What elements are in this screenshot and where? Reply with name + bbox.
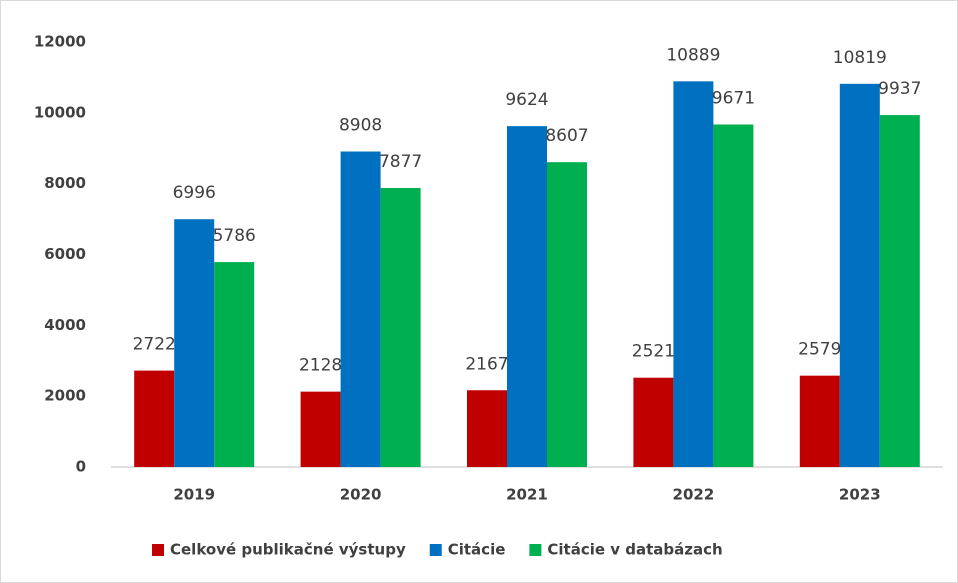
legend-label: Citácie v databázach bbox=[547, 541, 722, 559]
bar bbox=[134, 370, 175, 467]
bar bbox=[547, 162, 587, 467]
bar bbox=[673, 81, 714, 468]
y-tick-label: 4000 bbox=[44, 316, 86, 334]
data-label: 8908 bbox=[339, 116, 382, 136]
data-label: 9671 bbox=[712, 88, 755, 108]
bar bbox=[633, 377, 674, 467]
x-tick-label: 2022 bbox=[673, 486, 715, 504]
data-label: 10819 bbox=[833, 48, 887, 68]
y-tick-label: 12000 bbox=[34, 33, 86, 51]
data-label: 2167 bbox=[465, 354, 508, 374]
data-label: 9937 bbox=[878, 79, 921, 99]
data-label: 2128 bbox=[299, 356, 342, 376]
bar bbox=[467, 390, 507, 467]
bar bbox=[174, 219, 215, 467]
y-tick-label: 0 bbox=[76, 458, 86, 476]
legend-swatch bbox=[529, 544, 542, 556]
data-label: 8607 bbox=[545, 126, 588, 146]
x-tick-label: 2020 bbox=[340, 486, 382, 504]
bar bbox=[879, 115, 920, 468]
data-label: 6996 bbox=[173, 183, 216, 203]
y-tick-label: 6000 bbox=[44, 245, 86, 263]
data-label: 2722 bbox=[133, 335, 176, 355]
legend-label: Celkové publikačné výstupy bbox=[170, 541, 406, 559]
legend-label: Citácie bbox=[448, 541, 506, 559]
bar bbox=[300, 391, 341, 467]
bar bbox=[340, 151, 381, 467]
x-tick-label: 2019 bbox=[173, 486, 215, 504]
bar bbox=[839, 83, 880, 467]
x-tick-label: 2023 bbox=[839, 486, 881, 504]
data-label: 2579 bbox=[798, 340, 841, 360]
legend-swatch bbox=[429, 544, 442, 556]
data-label: 10889 bbox=[666, 45, 720, 65]
y-tick-label: 2000 bbox=[44, 387, 86, 405]
y-tick-label: 8000 bbox=[44, 174, 86, 192]
y-tick-label: 10000 bbox=[34, 103, 86, 121]
bar bbox=[380, 188, 421, 467]
bar bbox=[507, 126, 547, 468]
data-label: 5786 bbox=[213, 226, 256, 246]
legend-swatch bbox=[152, 544, 164, 556]
bar bbox=[214, 262, 255, 467]
x-tick-label: 2021 bbox=[506, 486, 548, 504]
data-label: 9624 bbox=[505, 90, 548, 110]
data-label: 7877 bbox=[379, 152, 422, 172]
bar bbox=[713, 124, 754, 468]
bar bbox=[799, 375, 840, 467]
data-label: 2521 bbox=[632, 342, 675, 362]
